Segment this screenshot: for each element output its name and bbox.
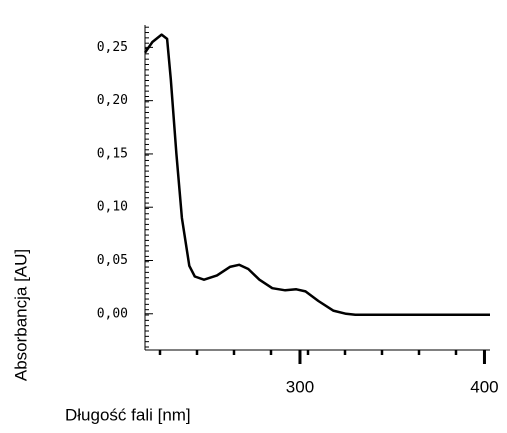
x-tick-label: 300 (286, 377, 314, 396)
y-tick-label: 0,25 (97, 40, 128, 55)
y-tick-label: 0,15 (97, 146, 128, 161)
x-tick-label: 400 (470, 377, 498, 396)
y-tick-label: 0,20 (97, 93, 128, 108)
y-tick-label: 0,10 (97, 200, 128, 215)
y-tick-label: 0,00 (97, 306, 128, 321)
x-axis-label: Długość fali [nm] (65, 405, 191, 424)
y-axis-label: Absorbancja [AU] (11, 249, 30, 381)
spectrum-line (143, 33, 490, 317)
y-tick-label: 0,05 (97, 253, 128, 268)
